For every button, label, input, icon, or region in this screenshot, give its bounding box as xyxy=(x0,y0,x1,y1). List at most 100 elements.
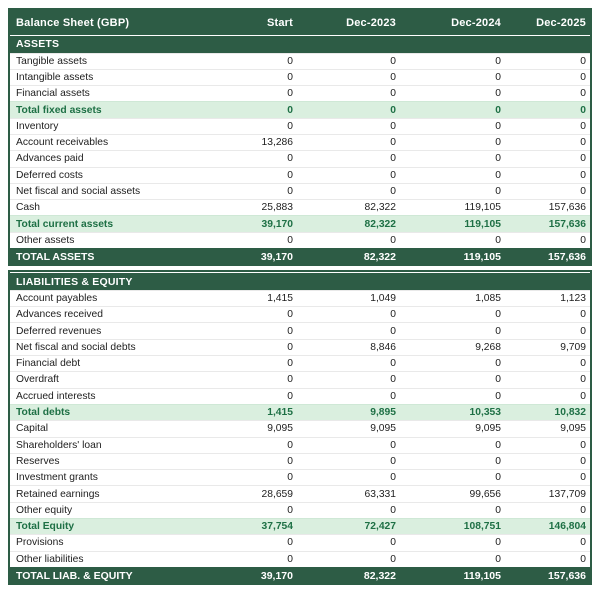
subtotal-row: Total current assets 39,170 82,322 119,105 1… xyxy=(10,215,590,232)
cell-value: 1,415 xyxy=(267,293,293,304)
column-header-dec-2024: Dec-2024 xyxy=(451,16,501,29)
cell-value: 0 xyxy=(580,537,586,549)
row-label: Deferred revenues xyxy=(16,325,102,337)
cell-value: 0 xyxy=(287,234,293,246)
row-label: Retained earnings xyxy=(16,488,100,500)
row-label: Financial assets xyxy=(16,88,90,100)
row-label: Total current assets xyxy=(16,218,114,230)
table-row: Financial assets 0 0 0 0 xyxy=(10,85,590,102)
cell-value: 0 xyxy=(495,325,501,337)
cell-value: 1,085 xyxy=(475,293,501,304)
row-label: Advances paid xyxy=(16,153,84,165)
cell-value: 28,659 xyxy=(261,488,294,500)
table-row: Other equity 0 0 0 0 xyxy=(10,501,590,519)
cell-value: 0 xyxy=(580,186,586,198)
cell-value: 0 xyxy=(495,137,501,149)
column-header-row: Balance Sheet (GBP) Start Dec-2023 Dec-2… xyxy=(10,10,590,35)
cell-value: 0 xyxy=(287,309,293,321)
table-row: Other assets 0 0 0 0 xyxy=(10,231,590,249)
cell-value: 99,656 xyxy=(469,488,502,500)
cell-value: 0 xyxy=(287,104,293,116)
table-row: Retained earnings 28,659 63,331 99,656 137,7… xyxy=(10,485,590,502)
table-row: Net fiscal and social debts 0 8,846 9,268 9,… xyxy=(10,338,590,356)
cell-value: 157,636 xyxy=(548,218,586,230)
cell-value: 0 xyxy=(390,309,396,321)
table-row: Deferred revenues 0 0 0 0 xyxy=(10,322,590,339)
cell-value: 0 xyxy=(390,169,396,181)
cell-value: 108,751 xyxy=(463,521,501,533)
cell-value: 0 xyxy=(580,455,586,467)
cell-value: 63,331 xyxy=(364,488,397,500)
cell-value: 0 xyxy=(495,55,501,67)
row-label: Accrued interests xyxy=(16,390,96,402)
row-label: Cash xyxy=(16,202,41,214)
row-label: Other equity xyxy=(16,504,73,516)
cell-value: 0 xyxy=(390,537,396,549)
cell-value: 0 xyxy=(390,374,396,386)
cell-value: 0 xyxy=(287,88,293,100)
cell-value: 137,709 xyxy=(548,488,586,500)
cell-value: 0 xyxy=(390,472,396,484)
cell-value: 0 xyxy=(390,55,396,67)
cell-value: 8,846 xyxy=(370,341,396,353)
cell-value: 119,105 xyxy=(464,202,501,214)
row-label: Net fiscal and social assets xyxy=(16,186,141,198)
cell-value: 0 xyxy=(287,439,293,451)
cell-value: 0 xyxy=(287,455,293,467)
cell-value: 39,170 xyxy=(261,218,294,230)
section-header-label: LIABILITIES & EQUITY xyxy=(16,275,133,288)
cell-value: 0 xyxy=(580,71,586,83)
cell-value: 0 xyxy=(495,309,501,321)
subtotal-row: Total Equity 37,754 72,427 108,751 146,804 xyxy=(10,518,590,535)
row-label: Other assets xyxy=(16,234,75,246)
cell-value: 0 xyxy=(495,537,501,549)
cell-value: 10,353 xyxy=(469,407,502,419)
table-row: Overdraft 0 0 0 0 xyxy=(10,371,590,388)
liabilities-equity-rows: LIABILITIES & EQUITY Account payables 1,41… xyxy=(10,272,590,584)
row-label: Total fixed assets xyxy=(16,104,102,116)
subtotal-row: Total debts 1,415 9,895 10,353 10,832 xyxy=(10,403,590,421)
row-label: Deferred costs xyxy=(16,169,83,181)
cell-value: 0 xyxy=(390,439,396,451)
cell-value: 0 xyxy=(495,439,501,451)
row-label: Account payables xyxy=(16,293,98,304)
cell-value: 0 xyxy=(287,71,293,83)
cell-value: 0 xyxy=(287,341,293,353)
cell-value: 0 xyxy=(580,358,586,370)
cell-value: 0 xyxy=(580,234,586,246)
subtotal-row: Total fixed assets 0 0 0 0 xyxy=(10,101,590,118)
cell-value: 146,804 xyxy=(548,521,586,533)
table-row: Provisions 0 0 0 0 xyxy=(10,534,590,551)
row-label: Financial debt xyxy=(16,358,81,370)
cell-value: 0 xyxy=(580,120,586,132)
cell-value: 157,636 xyxy=(548,569,586,582)
cell-value: 0 xyxy=(580,325,586,337)
cell-value: 1,415 xyxy=(267,407,293,419)
cell-value: 0 xyxy=(390,88,396,100)
cell-value: 0 xyxy=(390,553,396,565)
row-label: Total debts xyxy=(16,407,71,419)
cell-value: 0 xyxy=(495,71,501,83)
cell-value: 0 xyxy=(495,553,501,565)
table-row: Advances received 0 0 0 0 xyxy=(10,306,590,323)
table-row: Shareholders' loan 0 0 0 0 xyxy=(10,436,590,453)
cell-value: 1,049 xyxy=(370,293,396,304)
assets-rows: ASSETS Tangible assets 0 0 0 0 Intangible asse… xyxy=(10,35,590,265)
cell-value: 0 xyxy=(287,358,293,370)
row-label: TOTAL LIAB. & EQUITY xyxy=(16,569,133,582)
cell-value: 0 xyxy=(287,169,293,181)
section-header-label: ASSETS xyxy=(16,38,60,51)
row-label: Other liabilities xyxy=(16,553,84,565)
cell-value: 0 xyxy=(390,390,396,402)
table-row: Accrued interests 0 0 0 0 xyxy=(10,387,590,404)
liabilities-equity-panel: LIABILITIES & EQUITY Account payables 1,41… xyxy=(8,270,592,586)
cell-value: 0 xyxy=(390,234,396,246)
cell-value: 39,170 xyxy=(260,250,293,263)
cell-value: 0 xyxy=(287,472,293,484)
table-row: Other liabilities 0 0 0 0 xyxy=(10,550,590,567)
cell-value: 9,095 xyxy=(560,423,586,435)
cell-value: 0 xyxy=(580,374,586,386)
cell-value: 0 xyxy=(580,472,586,484)
total-row: TOTAL ASSETS 39,170 82,322 119,105 157,636 xyxy=(10,248,590,265)
